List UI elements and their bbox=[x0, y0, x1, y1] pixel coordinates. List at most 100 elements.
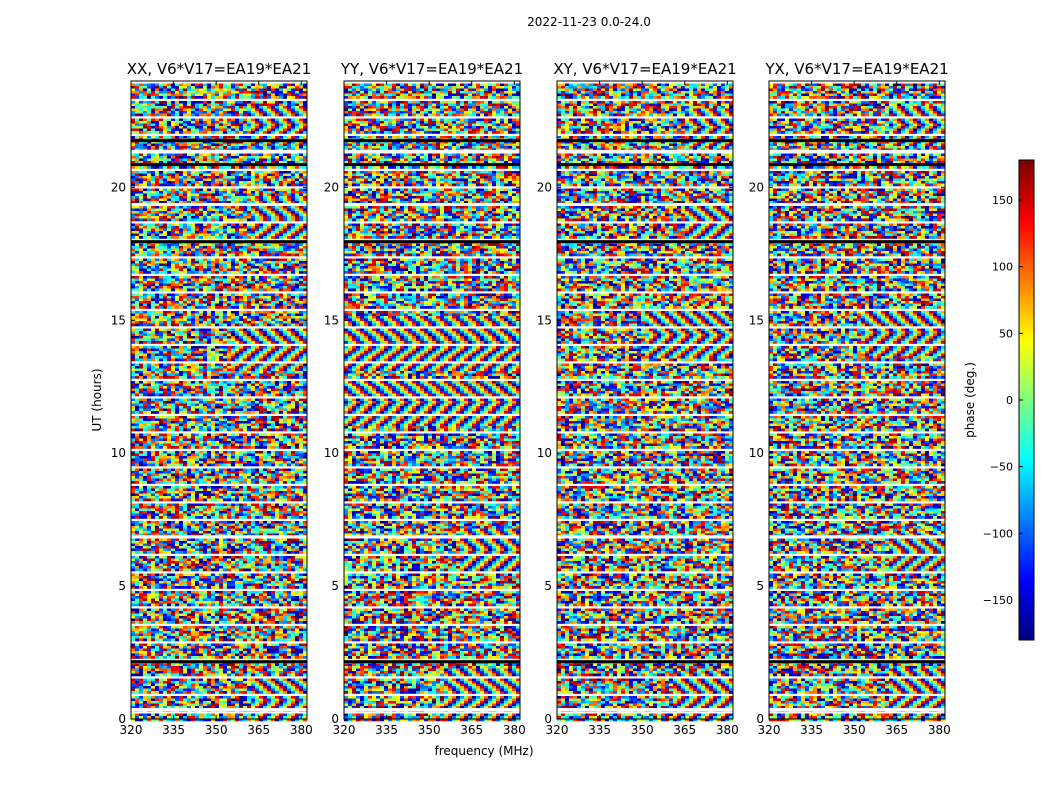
heatmap-cell bbox=[239, 391, 244, 394]
heatmap-cell bbox=[223, 316, 228, 319]
heatmap-cell bbox=[219, 388, 224, 392]
heatmap-cell bbox=[303, 206, 308, 209]
heatmap-cell bbox=[263, 118, 268, 122]
heatmap-cell bbox=[167, 216, 172, 219]
heatmap-cell bbox=[203, 146, 208, 149]
heatmap-cell bbox=[295, 298, 300, 302]
heatmap-cell bbox=[271, 376, 276, 379]
heatmap-cell bbox=[131, 161, 136, 164]
heatmap-cell bbox=[275, 223, 280, 227]
heatmap-cell bbox=[203, 408, 208, 412]
heatmap-cell bbox=[163, 246, 168, 249]
heatmap-cell bbox=[243, 266, 248, 269]
heatmap-cell bbox=[279, 408, 284, 412]
heatmap-cell bbox=[175, 363, 180, 367]
heatmap-cell bbox=[219, 276, 224, 279]
heatmap-cell bbox=[203, 83, 208, 87]
heatmap-cell bbox=[139, 208, 144, 212]
heatmap-cell bbox=[131, 181, 136, 184]
heatmap-cell bbox=[151, 381, 156, 384]
heatmap-cell bbox=[227, 401, 232, 404]
heatmap-cell bbox=[199, 368, 204, 372]
heatmap-cell bbox=[271, 213, 276, 217]
heatmap-cell bbox=[155, 393, 160, 397]
heatmap-cell bbox=[303, 386, 308, 389]
heatmap-cell bbox=[199, 266, 204, 269]
heatmap-cell bbox=[179, 161, 184, 164]
heatmap-cell bbox=[287, 356, 292, 359]
heatmap-cell bbox=[203, 331, 208, 334]
heatmap-cell bbox=[247, 233, 252, 237]
heatmap-cell bbox=[227, 211, 232, 214]
heatmap-cell bbox=[255, 301, 260, 304]
heatmap-cell bbox=[219, 306, 224, 309]
heatmap-cell bbox=[143, 198, 148, 202]
heatmap-cell bbox=[191, 388, 196, 392]
heatmap-cell bbox=[171, 161, 176, 164]
heatmap-cell bbox=[235, 191, 240, 194]
heatmap-cell bbox=[267, 336, 272, 339]
heatmap-cell bbox=[171, 328, 176, 332]
heatmap-cell bbox=[199, 208, 204, 212]
heatmap-cell bbox=[283, 191, 288, 194]
heatmap-cell bbox=[287, 341, 292, 344]
heatmap-cell bbox=[239, 276, 244, 279]
heatmap-cell bbox=[131, 126, 136, 129]
heatmap-cell bbox=[303, 123, 308, 127]
heatmap-cell bbox=[239, 406, 244, 409]
heatmap-cell bbox=[251, 348, 256, 352]
heatmap-cell bbox=[299, 391, 304, 394]
heatmap-cell bbox=[151, 193, 156, 197]
heatmap-cell bbox=[223, 251, 228, 254]
heatmap-cell bbox=[239, 131, 244, 134]
heatmap-cell bbox=[279, 93, 284, 97]
heatmap-cell bbox=[247, 176, 252, 179]
heatmap-cell bbox=[303, 231, 308, 234]
heatmap-cell bbox=[303, 401, 308, 404]
heatmap-cell bbox=[227, 316, 232, 319]
heatmap-cell bbox=[171, 166, 176, 169]
heatmap-cell bbox=[163, 351, 168, 354]
heatmap-cell bbox=[187, 346, 192, 349]
heatmap-cell bbox=[207, 113, 212, 117]
heatmap-cell bbox=[163, 401, 168, 404]
heatmap-cell bbox=[259, 96, 264, 99]
heatmap-cell bbox=[291, 348, 296, 352]
heatmap-cell bbox=[183, 83, 188, 87]
heatmap-cell bbox=[259, 161, 264, 164]
heatmap-cell bbox=[135, 281, 140, 284]
heatmap-cell bbox=[171, 88, 176, 92]
heatmap-cell bbox=[299, 216, 304, 219]
heatmap-cell bbox=[231, 158, 236, 162]
heatmap-cell bbox=[179, 188, 184, 192]
heatmap-cell bbox=[255, 111, 260, 114]
heatmap-cell bbox=[259, 356, 264, 359]
heatmap-cell bbox=[223, 128, 228, 132]
heatmap-cell bbox=[191, 226, 196, 229]
heatmap-cell bbox=[187, 83, 192, 87]
heatmap-cell bbox=[147, 153, 152, 157]
heatmap-cell bbox=[179, 126, 184, 129]
heatmap-cell bbox=[139, 333, 144, 337]
heatmap-cell bbox=[187, 93, 192, 97]
heatmap-cell bbox=[155, 143, 160, 147]
heatmap-cell bbox=[259, 316, 264, 319]
heatmap-cell bbox=[147, 91, 152, 94]
heatmap-cell bbox=[187, 311, 192, 314]
heatmap-cell bbox=[199, 381, 204, 384]
heatmap-cell bbox=[163, 366, 168, 369]
heatmap-cell bbox=[147, 338, 152, 342]
heatmap-cell bbox=[279, 118, 284, 122]
heatmap-cell bbox=[295, 93, 300, 97]
heatmap-cell bbox=[183, 251, 188, 254]
heatmap-cell bbox=[267, 146, 272, 149]
heatmap-cell bbox=[147, 401, 152, 404]
heatmap-cell bbox=[287, 188, 292, 192]
heatmap-cell bbox=[135, 333, 140, 337]
heatmap-cell bbox=[251, 236, 256, 239]
heatmap-cell bbox=[215, 196, 220, 199]
heatmap-cell bbox=[131, 218, 136, 222]
heatmap-cell bbox=[251, 353, 256, 357]
heatmap-cell bbox=[303, 228, 308, 232]
heatmap-cell bbox=[203, 281, 208, 284]
